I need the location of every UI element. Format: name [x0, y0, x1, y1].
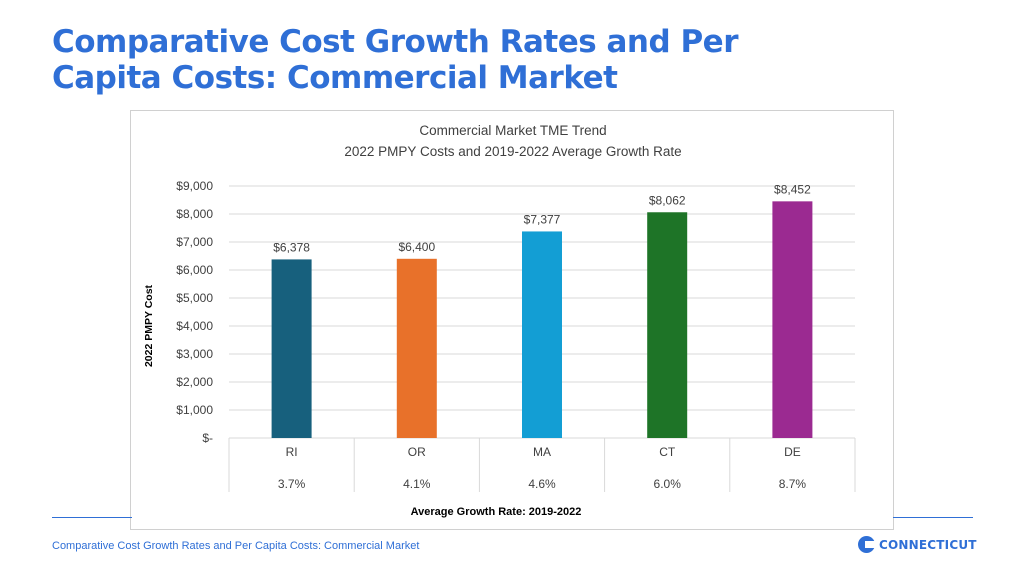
growth-rate-label: 8.7% [779, 477, 807, 491]
bar-or [396, 258, 437, 438]
growth-rate-label: 6.0% [654, 477, 682, 491]
bar-ma [522, 231, 562, 438]
chart-frame: Commercial Market TME Trend 2022 PMPY Cos… [130, 110, 894, 530]
x-tick-label: OR [408, 445, 426, 459]
y-tick-label: $4,000 [176, 319, 213, 333]
y-tick-label: $2,000 [176, 375, 213, 389]
x-axis-label: Average Growth Rate: 2019-2022 [411, 506, 582, 518]
x-tick-label: DE [784, 445, 801, 459]
bar-de [772, 201, 813, 438]
growth-rate-label: 4.1% [403, 477, 431, 491]
logo-text: CONNECTICUT [879, 537, 977, 552]
y-tick-label: $- [202, 431, 213, 445]
bar-chart: Commercial Market TME Trend 2022 PMPY Cos… [143, 123, 856, 518]
y-tick-label: $5,000 [176, 291, 213, 305]
x-tick-label: RI [286, 445, 298, 459]
slide-title: Comparative Cost Growth Rates and Per Ca… [52, 24, 738, 96]
chart-subtitle: 2022 PMPY Costs and 2019-2022 Average Gr… [344, 144, 681, 159]
growth-rate-label: 4.6% [528, 477, 556, 491]
y-tick-label: $1,000 [176, 403, 213, 417]
y-tick-label: $3,000 [176, 347, 213, 361]
chart-title: Commercial Market TME Trend [419, 123, 606, 138]
bar-ct [647, 212, 688, 438]
bar-value-label: $8,062 [649, 193, 686, 207]
footer-text: Comparative Cost Growth Rates and Per Ca… [52, 540, 420, 552]
bar-value-label: $7,377 [524, 212, 561, 226]
logo-c-icon [858, 536, 875, 553]
bar-value-label: $6,400 [398, 240, 435, 254]
growth-rate-label: 3.7% [278, 477, 306, 491]
divider-left [52, 517, 132, 518]
divider-right [893, 517, 973, 518]
bar-value-label: $8,452 [774, 182, 811, 196]
connecticut-logo: CONNECTICUT [858, 536, 977, 553]
y-axis-label: 2022 PMPY Cost [143, 284, 155, 367]
y-tick-label: $7,000 [176, 235, 213, 249]
x-tick-label: CT [659, 445, 676, 459]
y-tick-label: $9,000 [176, 179, 213, 193]
bar-ri [271, 259, 312, 438]
y-tick-label: $8,000 [176, 207, 213, 221]
y-tick-label: $6,000 [176, 263, 213, 277]
bar-value-label: $6,378 [273, 240, 310, 254]
x-tick-label: MA [533, 445, 551, 459]
